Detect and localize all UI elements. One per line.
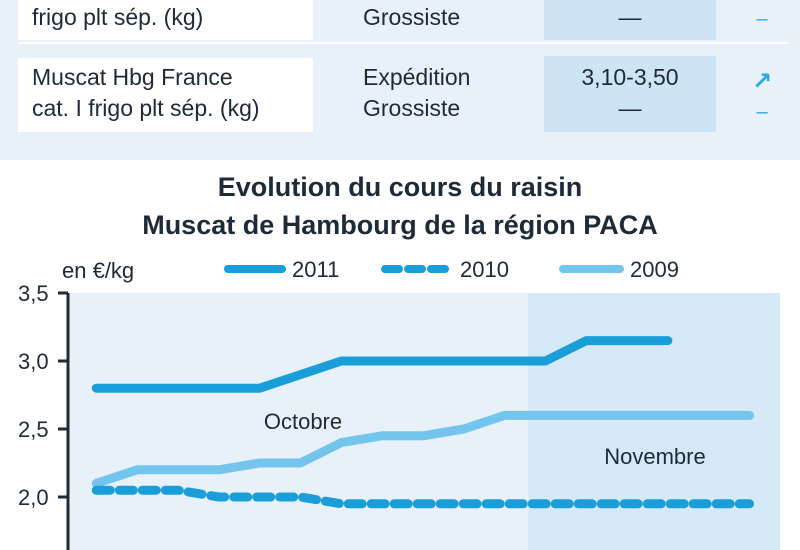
product-name-cell: frigo plt sép. (kg): [18, 0, 313, 40]
legend-label-2010: 2010: [460, 257, 509, 282]
market-stage-cell: Grossiste: [363, 2, 543, 33]
market-stage-label: Expédition: [363, 64, 471, 90]
row-divider: [18, 42, 788, 44]
product-name-line: cat. I frigo plt sép. (kg): [32, 95, 260, 121]
trend-flat-icon: –: [756, 101, 768, 123]
chart-title: Evolution du cours du raisin: [217, 172, 583, 202]
trend-cell: ↗ –: [736, 66, 788, 128]
product-name-line: frigo plt sép. (kg): [32, 4, 204, 30]
series-line-2011: [91, 336, 673, 393]
y-tick-label: 3,0: [18, 349, 49, 374]
legend-label-2011: 2011: [292, 257, 339, 282]
y-tick-label: 2,5: [18, 417, 49, 442]
period-label-november: Novembre: [604, 444, 705, 469]
period-band: [528, 293, 780, 550]
y-axis-label: en €/kg: [62, 258, 134, 283]
price-table: frigo plt sép. (kg) Grossiste — – Muscat…: [0, 0, 800, 160]
product-name-cell: Muscat Hbg France cat. I frigo plt sép. …: [18, 58, 313, 132]
market-stage-label: Grossiste: [363, 95, 461, 121]
series-line-2010: [91, 485, 755, 509]
price-cell: 3,10-3,50 —: [544, 56, 716, 132]
series-line-2009: [91, 410, 755, 488]
price-cell: —: [544, 0, 716, 40]
price-value: —: [618, 4, 642, 30]
period-label-october: Octobre: [264, 409, 342, 434]
chart-subtitle: Muscat de Hambourg de la région PACA: [142, 210, 658, 240]
y-tick-label: 2,0: [18, 485, 49, 510]
y-tick-label: 3,5: [18, 281, 49, 306]
chart-title-block: Evolution du cours du raisin Muscat de H…: [0, 168, 800, 244]
price-value: —: [618, 95, 642, 121]
legend-label-2009: 2009: [630, 257, 679, 282]
trend-cell: –: [736, 8, 788, 31]
market-stage-label: Grossiste: [363, 4, 461, 30]
price-value: 3,10-3,50: [581, 64, 679, 90]
trend-flat-icon: –: [756, 8, 768, 30]
market-stage-cell: Expédition Grossiste: [363, 62, 543, 124]
trend-up-icon: ↗: [751, 68, 773, 95]
product-name-line: Muscat Hbg France: [32, 64, 233, 90]
